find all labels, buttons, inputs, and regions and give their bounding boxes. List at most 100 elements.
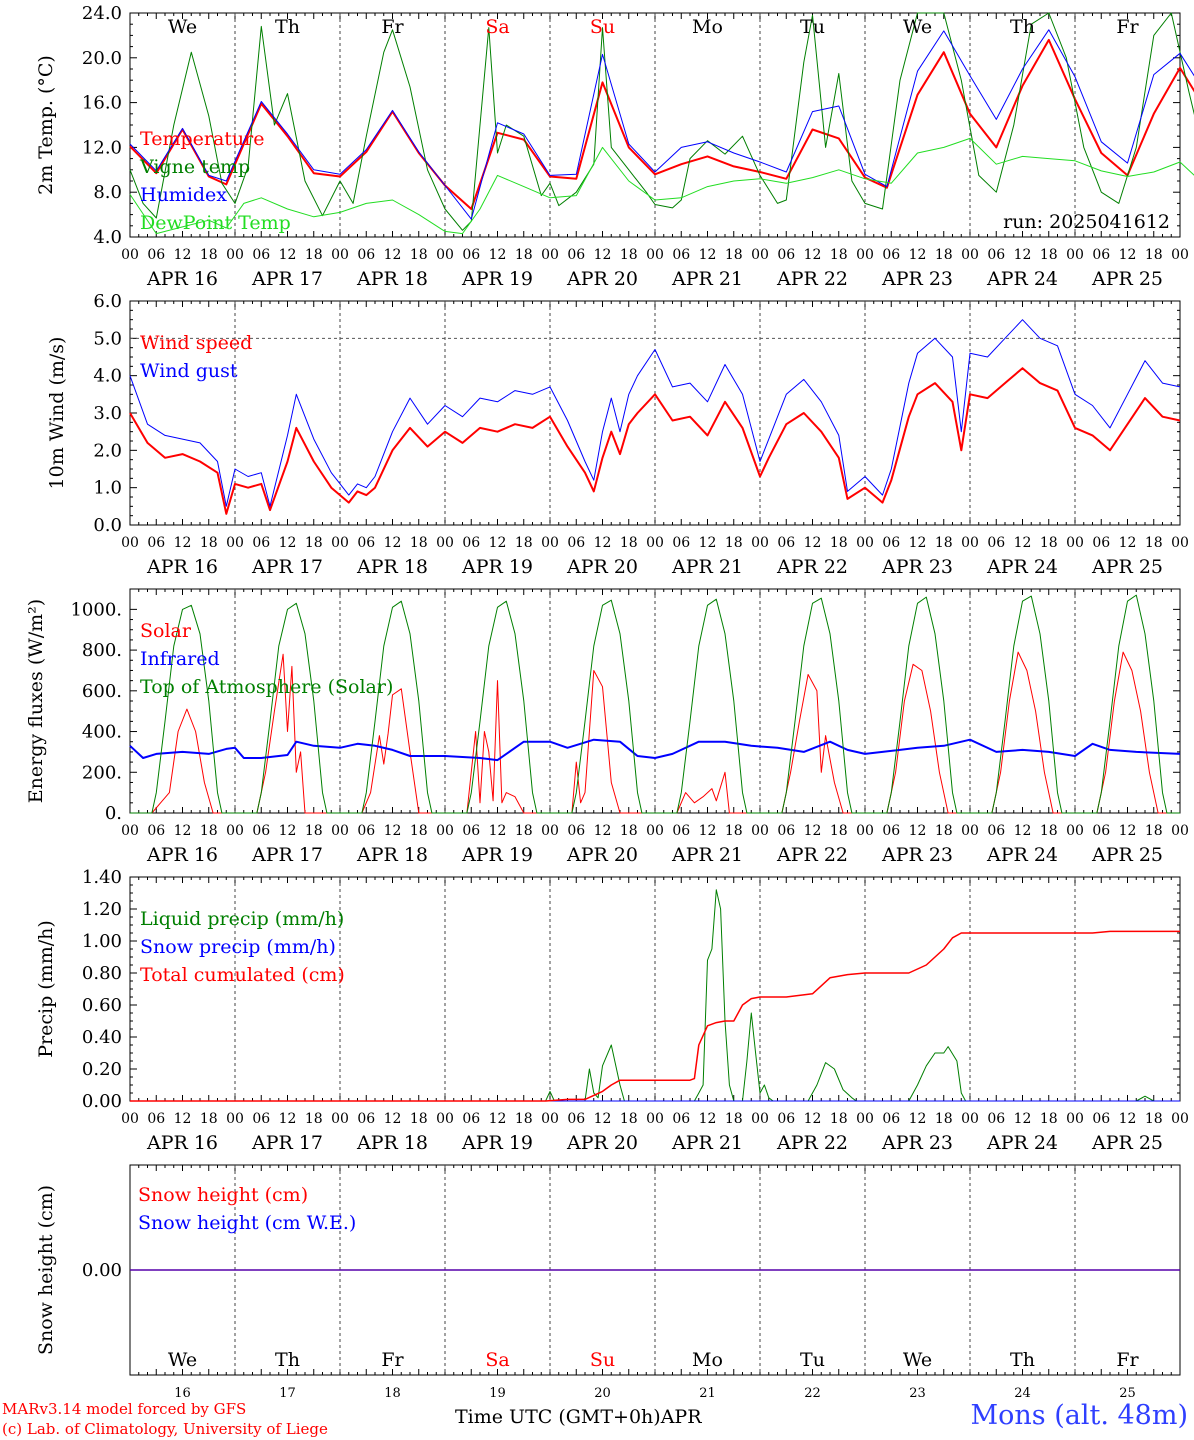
y-tick-label: 1000.: [70, 599, 122, 620]
hour-tick-label: 00: [331, 535, 349, 551]
y-tick-label: 0.00: [82, 1260, 122, 1281]
hour-tick-label: 18: [200, 247, 218, 263]
date-label: APR 18: [356, 268, 428, 290]
y-tick-label: 12.0: [82, 137, 122, 158]
date-label: APR 20: [566, 556, 638, 578]
hour-tick-label: 12: [699, 535, 717, 551]
hour-tick-label: 00: [961, 535, 979, 551]
weekday-label: Fr: [381, 16, 404, 38]
hour-tick-label: 12: [804, 1111, 822, 1127]
series-wind-speed: [129, 367, 1181, 515]
hour-tick-label: 00: [1171, 1111, 1189, 1127]
hour-tick-label: 18: [410, 535, 428, 551]
hour-tick-label: 00: [646, 1111, 664, 1127]
weekday-label: Th: [1010, 1349, 1035, 1371]
hour-tick-label: 06: [252, 535, 270, 551]
hour-tick-label: 12: [1014, 823, 1032, 839]
y-tick-label: 1.0: [93, 478, 122, 499]
y-tick-label: 600.: [82, 681, 122, 702]
panel-frame: [129, 12, 1181, 238]
hour-tick-label: 06: [672, 535, 690, 551]
date-label: APR 21: [671, 268, 743, 290]
date-label: APR 20: [566, 1132, 638, 1154]
credit-model: MARv3.14 model forced by GFS: [2, 1400, 247, 1418]
hour-tick-label: 06: [777, 247, 795, 263]
weekday-label: We: [903, 16, 932, 38]
hour-tick-label: 12: [594, 247, 612, 263]
hour-tick-label: 00: [121, 823, 139, 839]
y-tick-label: 0.80: [82, 963, 122, 984]
hour-tick-label: 12: [279, 247, 297, 263]
day-number-label: 21: [699, 1386, 716, 1401]
date-label: APR 18: [356, 1132, 428, 1154]
hour-tick-label: 12: [1119, 823, 1137, 839]
legend-entry: Solar: [140, 620, 192, 642]
hour-tick-label: 12: [489, 535, 507, 551]
hour-tick-label: 12: [1014, 535, 1032, 551]
hour-tick-label: 18: [410, 823, 428, 839]
hour-tick-label: 06: [252, 247, 270, 263]
date-label: APR 25: [1091, 1132, 1163, 1154]
hour-tick-label: 18: [1040, 823, 1058, 839]
hour-tick-label: 00: [1066, 1111, 1084, 1127]
hour-tick-label: 12: [1014, 247, 1032, 263]
hour-tick-label: 00: [121, 535, 139, 551]
hour-tick-label: 12: [384, 535, 402, 551]
y-tick-label: 3.0: [93, 403, 122, 424]
hour-tick-label: 06: [987, 535, 1005, 551]
date-label: APR 25: [1091, 556, 1163, 578]
hour-tick-label: 12: [1119, 247, 1137, 263]
hour-tick-label: 18: [305, 247, 323, 263]
legend-entry: Temperature: [140, 128, 264, 150]
y-tick-label: 4.0: [93, 366, 122, 387]
legend-entry: Wind gust: [140, 360, 238, 382]
hour-tick-label: 00: [961, 1111, 979, 1127]
hour-tick-label: 00: [121, 247, 139, 263]
hour-tick-label: 00: [1171, 247, 1189, 263]
time-axis-title: Time UTC (GMT+0h)APR: [455, 1406, 702, 1428]
legend-entry: Infrared: [140, 648, 220, 670]
month-label: APR: [660, 1406, 702, 1428]
hour-tick-label: 06: [987, 247, 1005, 263]
hour-tick-label: 12: [279, 823, 297, 839]
hour-tick-label: 00: [436, 247, 454, 263]
hour-tick-label: 00: [541, 1111, 559, 1127]
hour-tick-label: 18: [515, 535, 533, 551]
weekday-label: Mo: [692, 1349, 723, 1371]
hour-tick-label: 00: [856, 535, 874, 551]
hour-tick-label: 18: [200, 1111, 218, 1127]
hour-tick-label: 18: [305, 535, 323, 551]
date-label: APR 19: [461, 1132, 533, 1154]
legend-entry: Liquid precip (mm/h): [140, 908, 344, 930]
hour-tick-label: 18: [620, 247, 638, 263]
hour-tick-label: 12: [384, 823, 402, 839]
hour-tick-label: 06: [1092, 247, 1110, 263]
hour-tick-label: 18: [1040, 1111, 1058, 1127]
hour-tick-label: 18: [725, 247, 743, 263]
day-number-label: 19: [489, 1386, 506, 1401]
hour-tick-label: 00: [961, 247, 979, 263]
hour-tick-label: 12: [489, 1111, 507, 1127]
y-tick-label: 20.0: [82, 48, 122, 69]
panel-precip: [129, 876, 1181, 1102]
hour-tick-label: 12: [909, 1111, 927, 1127]
hour-tick-label: 18: [830, 823, 848, 839]
hour-tick-label: 00: [646, 247, 664, 263]
date-label: APR 16: [146, 844, 218, 866]
hour-tick-label: 12: [594, 1111, 612, 1127]
hour-tick-label: 06: [987, 823, 1005, 839]
hour-tick-label: 00: [751, 1111, 769, 1127]
weekday-label: Tu: [800, 16, 825, 38]
legend-entry: Vigne temp: [139, 156, 250, 178]
y-tick-label: 6.0: [93, 291, 122, 312]
date-label: APR 19: [461, 844, 533, 866]
weekday-label: Th: [1010, 16, 1035, 38]
hour-tick-label: 12: [1119, 1111, 1137, 1127]
hour-tick-label: 06: [357, 247, 375, 263]
hour-tick-label: 18: [1145, 1111, 1163, 1127]
weekday-label: Sa: [485, 16, 509, 38]
date-label: APR 21: [671, 844, 743, 866]
date-label: APR 18: [356, 556, 428, 578]
date-label: APR 19: [461, 556, 533, 578]
date-label: APR 22: [776, 1132, 848, 1154]
